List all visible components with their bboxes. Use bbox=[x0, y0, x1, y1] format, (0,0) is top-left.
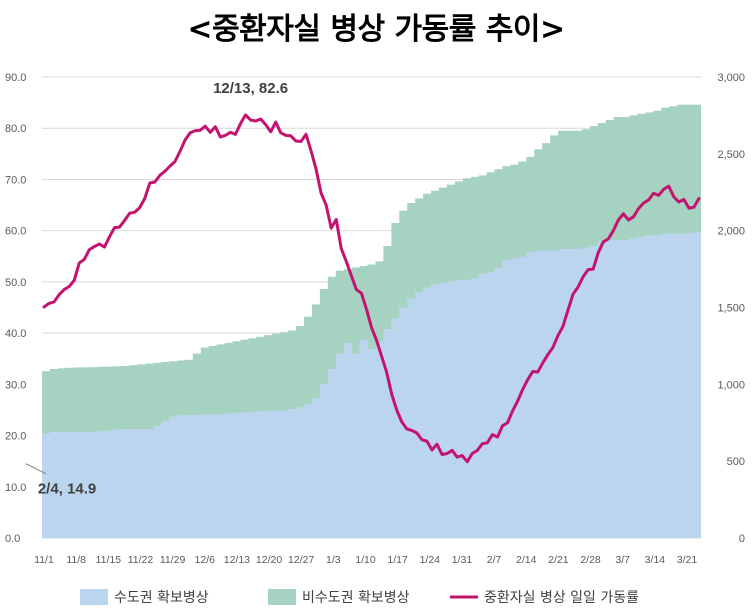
area-series bbox=[42, 104, 701, 538]
x-tick-label: 1/10 bbox=[355, 554, 376, 566]
legend: 수도권 확보병상 비수도권 확보병상 중환자실 병상 일일 가동률 bbox=[80, 589, 639, 606]
x-tick-label: 1/3 bbox=[326, 554, 341, 566]
chart-title: <중환자실 병상 가동률 추이> bbox=[187, 12, 565, 47]
legend-swatch bbox=[80, 589, 108, 605]
left-tick-label: 30.0 bbox=[5, 379, 26, 391]
left-tick-label: 90.0 bbox=[5, 72, 26, 84]
x-tick-label: 3/14 bbox=[645, 554, 666, 566]
right-tick-label: 500 bbox=[727, 456, 745, 468]
left-tick-label: 60.0 bbox=[5, 226, 26, 238]
x-tick-label: 11/22 bbox=[128, 554, 154, 566]
x-tick-label: 12/20 bbox=[256, 554, 282, 566]
x-tick-label: 2/28 bbox=[580, 554, 601, 566]
x-tick-label: 11/29 bbox=[160, 554, 186, 566]
annotation-peak: 12/13, 82.6 bbox=[213, 80, 288, 97]
left-tick-label: 70.0 bbox=[5, 174, 26, 186]
right-tick-label: 3,000 bbox=[717, 72, 745, 84]
legend-label: 비수도권 확보병상 bbox=[302, 590, 410, 606]
line-series bbox=[42, 113, 701, 464]
x-tick-label: 11/8 bbox=[66, 554, 86, 566]
x-tick-label: 1/31 bbox=[452, 554, 473, 566]
legend-swatch bbox=[268, 589, 296, 605]
annotation-trough: 2/4, 14.9 bbox=[38, 481, 96, 498]
right-tick-label: 2,000 bbox=[717, 226, 745, 238]
legend-label: 중환자실 병상 일일 가동률 bbox=[484, 590, 639, 606]
annotation-leader-line bbox=[25, 463, 47, 475]
x-tick-label: 11/1 bbox=[34, 554, 54, 566]
x-tick-label: 12/6 bbox=[195, 554, 216, 566]
x-tick-label: 12/13 bbox=[224, 554, 250, 566]
left-tick-label: 80.0 bbox=[5, 123, 26, 135]
x-tick-label: 2/21 bbox=[548, 554, 569, 566]
x-axis-ticks: 11/1 11/8 11/15 11/22 11/29 12/6 12/13 12/20 12/… bbox=[34, 554, 697, 566]
x-tick-label: 2/14 bbox=[516, 554, 537, 566]
x-tick-label: 1/17 bbox=[387, 554, 408, 566]
left-axis-ticks: 0.0 10.0 20.0 30.0 40.0 50.0 60.0 70.0 80.0 90.0 bbox=[5, 72, 26, 545]
area-capital-beds bbox=[42, 232, 701, 538]
left-tick-label: 50.0 bbox=[5, 277, 26, 289]
left-tick-label: 20.0 bbox=[5, 431, 26, 443]
x-tick-label: 3/21 bbox=[677, 554, 698, 566]
legend-label: 수도권 확보병상 bbox=[114, 590, 209, 606]
right-tick-label: 1,500 bbox=[717, 303, 745, 315]
x-tick-label: 12/27 bbox=[288, 554, 314, 566]
right-axis-ticks: 0 500 1,000 1,500 2,000 2,500 3,000 bbox=[717, 72, 745, 545]
left-tick-label: 0.0 bbox=[5, 533, 20, 545]
x-tick-label: 2/7 bbox=[487, 554, 502, 566]
x-tick-label: 3/7 bbox=[615, 554, 630, 566]
right-tick-label: 2,500 bbox=[717, 149, 745, 161]
left-tick-label: 10.0 bbox=[5, 482, 26, 494]
right-tick-label: 0 bbox=[739, 533, 745, 545]
right-tick-label: 1,000 bbox=[717, 379, 745, 391]
x-tick-label: 1/24 bbox=[420, 554, 441, 566]
left-tick-label: 40.0 bbox=[5, 328, 26, 340]
icu-occupancy-line bbox=[42, 113, 701, 464]
annotations: 12/13, 82.6 2/4, 14.9 bbox=[25, 80, 288, 498]
x-tick-label: 11/15 bbox=[96, 554, 122, 566]
